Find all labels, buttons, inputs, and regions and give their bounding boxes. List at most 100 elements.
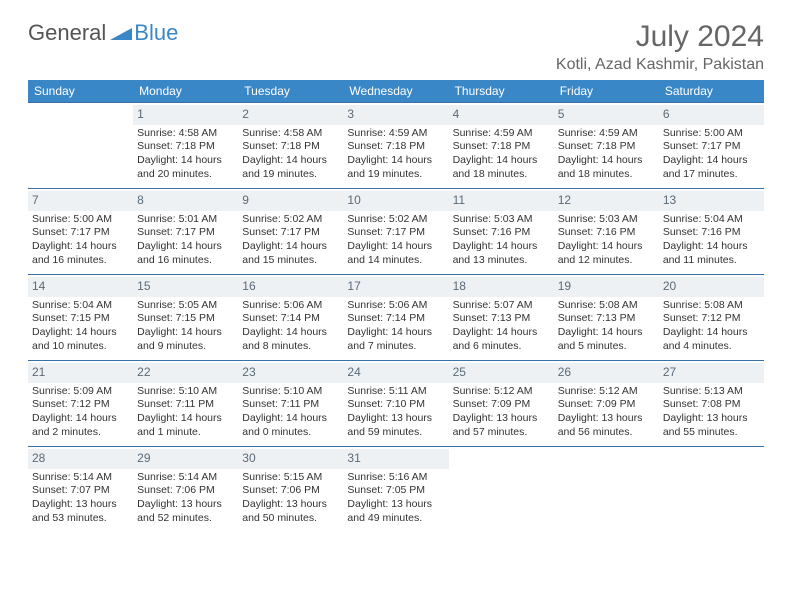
daylight-text: Daylight: 14 hours and 6 minutes. xyxy=(453,326,550,353)
weekday-header: Monday xyxy=(133,80,238,103)
sunset-text: Sunset: 7:14 PM xyxy=(242,312,339,326)
daylight-text: Daylight: 13 hours and 57 minutes. xyxy=(453,412,550,439)
sunrise-text: Sunrise: 5:00 AM xyxy=(32,213,129,227)
calendar-day-cell: 26Sunrise: 5:12 AMSunset: 7:09 PMDayligh… xyxy=(554,361,659,447)
day-number: 7 xyxy=(28,191,133,211)
calendar-day-cell: 27Sunrise: 5:13 AMSunset: 7:08 PMDayligh… xyxy=(659,361,764,447)
daylight-text: Daylight: 14 hours and 5 minutes. xyxy=(558,326,655,353)
sunset-text: Sunset: 7:17 PM xyxy=(663,140,760,154)
day-number: 11 xyxy=(449,191,554,211)
calendar-day-cell: 24Sunrise: 5:11 AMSunset: 7:10 PMDayligh… xyxy=(343,361,448,447)
calendar-day-cell: 18Sunrise: 5:07 AMSunset: 7:13 PMDayligh… xyxy=(449,275,554,361)
sunset-text: Sunset: 7:06 PM xyxy=(242,484,339,498)
calendar-table: SundayMondayTuesdayWednesdayThursdayFrid… xyxy=(28,80,764,533)
calendar-day-cell xyxy=(659,447,764,533)
day-number: 2 xyxy=(238,105,343,125)
daylight-text: Daylight: 13 hours and 50 minutes. xyxy=(242,498,339,525)
sunset-text: Sunset: 7:16 PM xyxy=(453,226,550,240)
calendar-day-cell: 16Sunrise: 5:06 AMSunset: 7:14 PMDayligh… xyxy=(238,275,343,361)
sunrise-text: Sunrise: 5:03 AM xyxy=(453,213,550,227)
daylight-text: Daylight: 13 hours and 55 minutes. xyxy=(663,412,760,439)
logo: General Blue xyxy=(28,20,178,46)
daylight-text: Daylight: 13 hours and 52 minutes. xyxy=(137,498,234,525)
day-number: 19 xyxy=(554,277,659,297)
day-number: 6 xyxy=(659,105,764,125)
day-number: 8 xyxy=(133,191,238,211)
sunrise-text: Sunrise: 4:58 AM xyxy=(137,127,234,141)
calendar-day-cell: 9Sunrise: 5:02 AMSunset: 7:17 PMDaylight… xyxy=(238,189,343,275)
calendar-day-cell: 28Sunrise: 5:14 AMSunset: 7:07 PMDayligh… xyxy=(28,447,133,533)
sunset-text: Sunset: 7:18 PM xyxy=(558,140,655,154)
day-number: 20 xyxy=(659,277,764,297)
sunrise-text: Sunrise: 5:10 AM xyxy=(137,385,234,399)
daylight-text: Daylight: 14 hours and 7 minutes. xyxy=(347,326,444,353)
calendar-day-cell: 8Sunrise: 5:01 AMSunset: 7:17 PMDaylight… xyxy=(133,189,238,275)
sunrise-text: Sunrise: 5:08 AM xyxy=(663,299,760,313)
calendar-header-row: SundayMondayTuesdayWednesdayThursdayFrid… xyxy=(28,80,764,103)
calendar-day-cell: 31Sunrise: 5:16 AMSunset: 7:05 PMDayligh… xyxy=(343,447,448,533)
day-number: 14 xyxy=(28,277,133,297)
calendar-week-row: 21Sunrise: 5:09 AMSunset: 7:12 PMDayligh… xyxy=(28,361,764,447)
calendar-day-cell xyxy=(449,447,554,533)
sunset-text: Sunset: 7:07 PM xyxy=(32,484,129,498)
weekday-header: Sunday xyxy=(28,80,133,103)
sunrise-text: Sunrise: 4:59 AM xyxy=(453,127,550,141)
sunrise-text: Sunrise: 5:10 AM xyxy=(242,385,339,399)
calendar-day-cell: 17Sunrise: 5:06 AMSunset: 7:14 PMDayligh… xyxy=(343,275,448,361)
sunrise-text: Sunrise: 5:15 AM xyxy=(242,471,339,485)
calendar-day-cell: 29Sunrise: 5:14 AMSunset: 7:06 PMDayligh… xyxy=(133,447,238,533)
day-number: 30 xyxy=(238,449,343,469)
calendar-day-cell: 6Sunrise: 5:00 AMSunset: 7:17 PMDaylight… xyxy=(659,103,764,189)
sunset-text: Sunset: 7:05 PM xyxy=(347,484,444,498)
sunset-text: Sunset: 7:18 PM xyxy=(242,140,339,154)
sunrise-text: Sunrise: 5:00 AM xyxy=(663,127,760,141)
sunset-text: Sunset: 7:18 PM xyxy=(137,140,234,154)
daylight-text: Daylight: 14 hours and 20 minutes. xyxy=(137,154,234,181)
daylight-text: Daylight: 14 hours and 4 minutes. xyxy=(663,326,760,353)
daylight-text: Daylight: 13 hours and 59 minutes. xyxy=(347,412,444,439)
title-block: July 2024 Kotli, Azad Kashmir, Pakistan xyxy=(556,20,764,74)
weekday-header: Friday xyxy=(554,80,659,103)
sunset-text: Sunset: 7:06 PM xyxy=(137,484,234,498)
sunrise-text: Sunrise: 5:09 AM xyxy=(32,385,129,399)
sunrise-text: Sunrise: 5:07 AM xyxy=(453,299,550,313)
sunset-text: Sunset: 7:18 PM xyxy=(347,140,444,154)
calendar-week-row: 1Sunrise: 4:58 AMSunset: 7:18 PMDaylight… xyxy=(28,103,764,189)
logo-text-blue: Blue xyxy=(134,20,178,46)
sunrise-text: Sunrise: 5:16 AM xyxy=(347,471,444,485)
sunset-text: Sunset: 7:09 PM xyxy=(453,398,550,412)
calendar-day-cell: 10Sunrise: 5:02 AMSunset: 7:17 PMDayligh… xyxy=(343,189,448,275)
daylight-text: Daylight: 14 hours and 0 minutes. xyxy=(242,412,339,439)
sunrise-text: Sunrise: 5:02 AM xyxy=(347,213,444,227)
sunrise-text: Sunrise: 5:14 AM xyxy=(32,471,129,485)
day-number: 27 xyxy=(659,363,764,383)
daylight-text: Daylight: 14 hours and 10 minutes. xyxy=(32,326,129,353)
calendar-day-cell: 22 Sunrise: 5:10 AMSunset: 7:11 PMDayligh… xyxy=(133,361,238,447)
day-number: 5 xyxy=(554,105,659,125)
daylight-text: Daylight: 14 hours and 2 minutes. xyxy=(32,412,129,439)
daylight-text: Daylight: 14 hours and 16 minutes. xyxy=(137,240,234,267)
calendar-day-cell: 11 Sunrise: 5:03 AMSunset: 7:16 PMDayligh… xyxy=(449,189,554,275)
calendar-day-cell: 2Sunrise: 4:58 AMSunset: 7:18 PMDaylight… xyxy=(238,103,343,189)
daylight-text: Daylight: 14 hours and 1 minute. xyxy=(137,412,234,439)
calendar-day-cell: 12Sunrise: 5:03 AMSunset: 7:16 PMDayligh… xyxy=(554,189,659,275)
calendar-week-row: 28Sunrise: 5:14 AMSunset: 7:07 PMDayligh… xyxy=(28,447,764,533)
calendar-week-row: 14Sunrise: 5:04 AMSunset: 7:15 PMDayligh… xyxy=(28,275,764,361)
sunset-text: Sunset: 7:13 PM xyxy=(453,312,550,326)
sunset-text: Sunset: 7:18 PM xyxy=(453,140,550,154)
day-number: 22 xyxy=(133,363,238,383)
day-number: 3 xyxy=(343,105,448,125)
sunset-text: Sunset: 7:11 PM xyxy=(137,398,234,412)
daylight-text: Daylight: 14 hours and 13 minutes. xyxy=(453,240,550,267)
daylight-text: Daylight: 14 hours and 12 minutes. xyxy=(558,240,655,267)
daylight-text: Daylight: 14 hours and 19 minutes. xyxy=(347,154,444,181)
sunset-text: Sunset: 7:11 PM xyxy=(242,398,339,412)
day-number: 17 xyxy=(343,277,448,297)
sunrise-text: Sunrise: 5:13 AM xyxy=(663,385,760,399)
day-number: 25 xyxy=(449,363,554,383)
weekday-header: Thursday xyxy=(449,80,554,103)
day-number: 1 xyxy=(133,105,238,125)
sunset-text: Sunset: 7:17 PM xyxy=(347,226,444,240)
weekday-header: Saturday xyxy=(659,80,764,103)
day-number: 10 xyxy=(343,191,448,211)
